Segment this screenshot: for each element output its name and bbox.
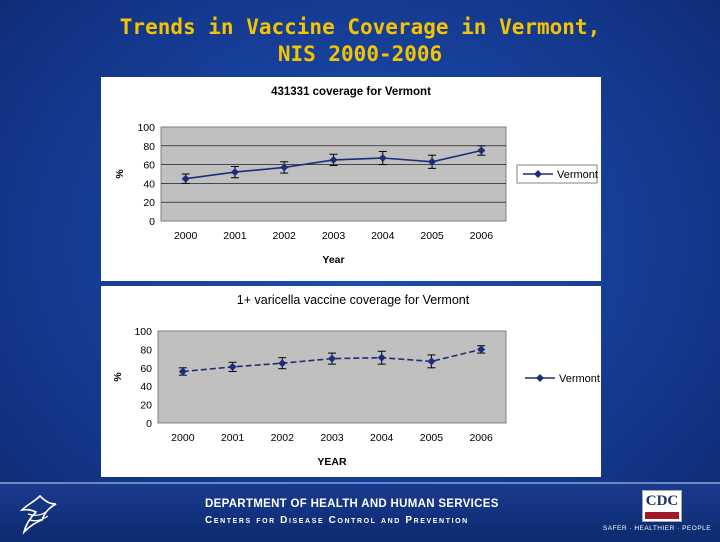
x-tick-label: 2000 — [174, 230, 198, 242]
data-point-2005 — [428, 157, 437, 166]
footer-bar: DEPARTMENT OF HEALTH AND HUMAN SERVICES … — [0, 482, 720, 542]
y-tick-label: 80 — [140, 344, 152, 356]
x-tick-label: 2005 — [420, 432, 444, 444]
cdc-logo-strip — [645, 512, 679, 519]
data-point-2001 — [228, 362, 237, 371]
x-tick-label: 2001 — [223, 230, 247, 242]
legend-label: Vermont — [559, 373, 600, 385]
y-tick-label: 40 — [143, 178, 155, 190]
y-tick-label: 20 — [143, 197, 155, 209]
data-point-2004 — [377, 353, 386, 362]
x-tick-label: 2002 — [271, 432, 295, 444]
x-tick-label: 2003 — [320, 432, 344, 444]
data-point-2001 — [230, 168, 239, 177]
plot-area — [157, 330, 507, 424]
y-axis-label: % — [114, 169, 126, 179]
data-point-2006 — [477, 345, 486, 354]
y-tick-label: 80 — [143, 141, 155, 153]
slide-title-line1: Trends in Vaccine Coverage in Vermont, — [119, 15, 601, 39]
y-tick-label: 100 — [134, 326, 152, 338]
chart-title: 431331 coverage for Vermont — [271, 86, 431, 98]
chart-431331-coverage: 0 20 40 60 80 100 2000 2001 2002 2003 2004 2005 2006… — [101, 77, 601, 281]
data-point-2003 — [328, 354, 336, 363]
y-tick-label: 20 — [140, 400, 152, 412]
y-tick-label: 60 — [143, 160, 155, 172]
legend-marker — [534, 170, 542, 178]
x-tick-label: 2003 — [322, 230, 346, 242]
y-tick-label: 100 — [137, 122, 155, 134]
legend-label: Vermont — [557, 169, 598, 181]
y-tick-label: 0 — [146, 418, 152, 430]
y-axis-label: % — [112, 372, 124, 382]
chart-svg: 0 20 40 60 80 100 2000 2001 2002 2003 2004 2005 2006… — [112, 293, 600, 468]
x-tick-label: 2001 — [221, 432, 245, 444]
centers-name: Centers for Disease Control and Preventi… — [205, 515, 469, 526]
x-axis-label: Year — [322, 254, 344, 266]
department-name: DEPARTMENT OF HEALTH AND HUMAN SERVICES — [205, 498, 499, 510]
x-tick-label: 2000 — [171, 432, 195, 444]
data-point-2006 — [477, 146, 486, 155]
slide-title: Trends in Vaccine Coverage in Vermont, N… — [0, 14, 720, 68]
x-tick-label: 2002 — [273, 230, 297, 242]
data-point-2000 — [178, 367, 187, 376]
data-point-2000 — [181, 174, 190, 183]
cdc-tagline: SAFER · HEALTHIER · PEOPLE — [602, 525, 712, 532]
plot-area — [160, 126, 507, 222]
cdc-logo: CDC — [642, 490, 682, 522]
x-tick-label: 2004 — [371, 230, 395, 242]
x-axis-label: YEAR — [317, 456, 347, 468]
y-tick-label: 40 — [140, 381, 152, 393]
y-tick-label: 60 — [140, 363, 152, 375]
data-point-2004 — [378, 154, 387, 163]
x-tick-label: 2004 — [370, 432, 394, 444]
legend-marker — [536, 374, 544, 382]
x-tick-label: 2006 — [469, 432, 493, 444]
hhs-eagle-icon — [19, 494, 57, 535]
slide-title-line2: NIS 2000-2006 — [277, 42, 443, 66]
x-tick-label: 2006 — [470, 230, 494, 242]
data-point-2003 — [329, 155, 338, 164]
data-point-2002 — [278, 359, 287, 368]
chart-title: 1+ varicella vaccine coverage for Vermon… — [237, 293, 470, 307]
data-point-2002 — [280, 163, 289, 172]
x-tick-label: 2005 — [420, 230, 444, 242]
chart-svg: 0 20 40 60 80 100 2000 2001 2002 2003 2004 2005 2006… — [114, 86, 598, 266]
data-point-2005 — [427, 357, 436, 366]
chart-varicella-coverage: 0 20 40 60 80 100 2000 2001 2002 2003 2004 2005 2006… — [101, 286, 601, 477]
cdc-logo-text: CDC — [645, 493, 679, 509]
legend-box — [516, 164, 598, 184]
y-tick-label: 0 — [149, 216, 155, 228]
